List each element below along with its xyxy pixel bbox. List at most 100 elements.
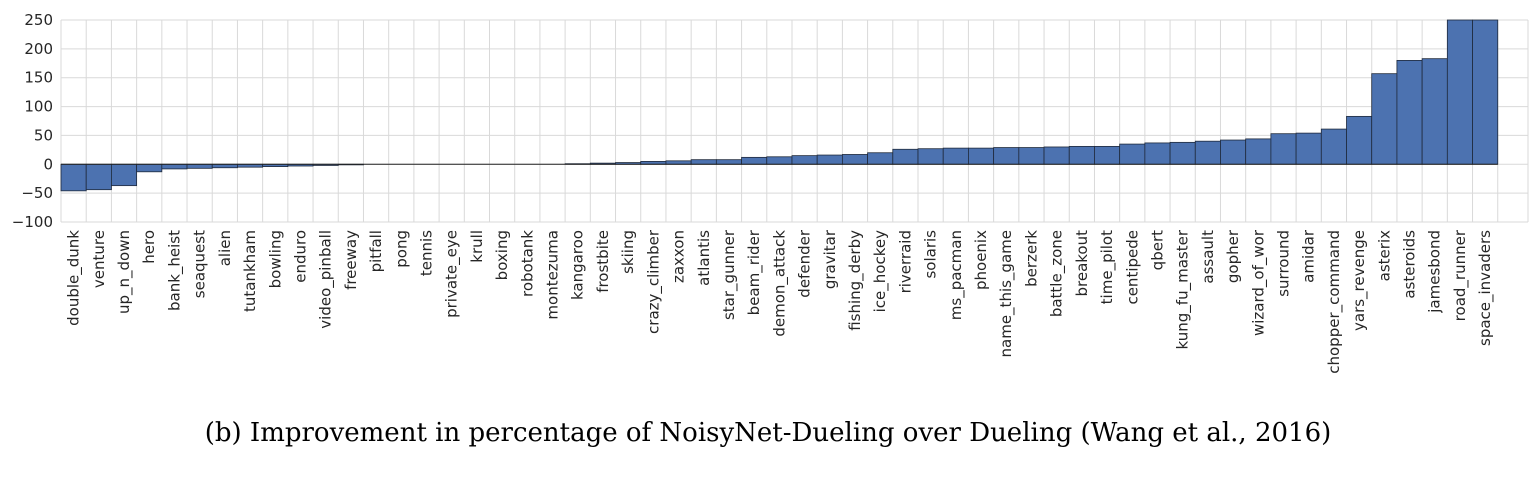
x-tick-label: name_this_game <box>997 230 1016 357</box>
bar-gravitar <box>816 154 843 165</box>
x-tick-label: berzerk <box>1022 230 1040 287</box>
bar-centipede <box>1119 143 1146 165</box>
x-tick-label: atlantis <box>695 230 713 286</box>
bar-bank_heist <box>161 163 188 170</box>
bar-demon_attack <box>766 156 793 165</box>
bar-asterix <box>1371 73 1398 165</box>
bar-time_pilot <box>1094 145 1121 165</box>
x-tick-label: space_invaders <box>1476 230 1495 346</box>
y-tick-label: 150 <box>24 69 53 87</box>
bar-surround <box>1270 133 1297 165</box>
x-tick-label: gravitar <box>821 229 839 289</box>
bar-zaxxon <box>665 160 692 165</box>
x-tick-label: pong <box>392 230 410 268</box>
x-tick-label: ice_hockey <box>871 230 890 312</box>
y-tick-label: 250 <box>24 11 53 29</box>
x-tick-label: centipede <box>1123 230 1141 305</box>
x-tick-label: zaxxon <box>670 230 688 283</box>
x-tick-label: star_gunner <box>720 229 739 320</box>
x-tick-label: bowling <box>266 230 284 288</box>
x-tick-label: enduro <box>291 230 309 283</box>
bar-venture <box>85 163 112 191</box>
bar-battle_zone <box>1043 146 1070 165</box>
bar-chopper_command <box>1320 128 1347 165</box>
x-tick-label: road_runner <box>1451 229 1470 321</box>
bar-alien <box>211 163 238 169</box>
bar-phoenix <box>968 147 995 165</box>
x-axis-tick-labels: double_dunk venture up_n_down hero bank_heis… <box>65 229 1496 374</box>
bar-jamesbond <box>1421 58 1448 165</box>
x-tick-label: up_n_down <box>115 230 134 314</box>
x-tick-label: defender <box>796 229 814 298</box>
x-tick-label: jamesbond <box>1426 230 1444 314</box>
bar-qbert <box>1144 142 1171 165</box>
y-tick-label: 100 <box>24 98 53 116</box>
x-tick-label: robotank <box>518 230 536 297</box>
bar-asteroids <box>1396 60 1423 165</box>
bar-road_runner <box>1446 19 1473 165</box>
y-tick-label: 200 <box>24 40 53 58</box>
x-tick-label: beam_rider <box>745 229 764 315</box>
bar-seaquest <box>186 163 213 169</box>
x-tick-label: qbert <box>1148 230 1166 270</box>
bar-up_n_down <box>111 163 138 187</box>
x-tick-label: bank_heist <box>165 230 184 311</box>
bar-atlantis <box>690 159 717 165</box>
x-tick-label: assault <box>1199 230 1217 284</box>
bar-beam_rider <box>741 156 768 165</box>
x-tick-label: asterix <box>1375 230 1393 281</box>
x-tick-label: video_pinball <box>317 230 336 329</box>
x-tick-label: chopper_command <box>1325 230 1344 374</box>
bar-space_invaders <box>1472 19 1499 165</box>
x-tick-label: yars_revenge <box>1350 230 1369 331</box>
bar-breakout <box>1068 145 1095 165</box>
x-tick-label: alien <box>216 230 234 266</box>
x-tick-label: breakout <box>1073 230 1091 297</box>
x-tick-label: amidar <box>1300 229 1318 283</box>
bar-chart: −100 −50 0 50 100 150 200 250 double_dunk ventur… <box>12 11 1529 374</box>
bar-ms_pacman <box>942 147 969 165</box>
bar-defender <box>791 155 818 165</box>
x-tick-label: riverraid <box>896 230 914 293</box>
bar-riverraid <box>892 148 919 165</box>
bar-amidar <box>1295 132 1322 165</box>
x-tick-label: battle_zone <box>1048 230 1067 317</box>
x-tick-label: crazy_climber <box>644 229 663 334</box>
x-tick-label: skiing <box>619 230 637 274</box>
x-tick-label: solaris <box>922 230 940 279</box>
bar-hero <box>136 163 163 173</box>
bar-name_this_game <box>993 147 1020 165</box>
x-tick-label: private_eye <box>443 230 462 318</box>
bar-assault <box>1194 140 1221 165</box>
x-tick-label: tennis <box>417 230 435 276</box>
x-tick-label: asteroids <box>1401 230 1419 299</box>
x-tick-label: tutankham <box>241 230 259 312</box>
x-tick-label: time_pilot <box>1098 230 1117 304</box>
x-tick-label: freeway <box>342 230 360 290</box>
y-tick-label: 50 <box>34 126 53 144</box>
bar-star_gunner <box>715 159 742 165</box>
x-tick-label: kangaroo <box>569 230 587 300</box>
x-tick-label: pitfall <box>367 230 385 272</box>
x-tick-label: demon_attack <box>770 230 789 337</box>
x-tick-label: wizard_of_wor <box>1249 229 1268 336</box>
y-axis-tick-labels: −100 −50 0 50 100 150 200 250 <box>12 11 53 231</box>
bar-kung_fu_master <box>1169 141 1196 165</box>
bar-gopher <box>1220 139 1247 165</box>
x-tick-label: boxing <box>493 230 511 280</box>
bar-yars_revenge <box>1346 115 1373 165</box>
y-tick-label: −50 <box>21 184 53 202</box>
x-tick-label: phoenix <box>972 230 990 290</box>
figure-caption: (b) Improvement in percentage of NoisyNe… <box>204 418 1332 448</box>
x-tick-label: venture <box>90 230 108 288</box>
x-tick-label: kung_fu_master <box>1174 229 1193 349</box>
bars <box>60 19 1499 192</box>
bar-fishing_derby <box>841 154 868 165</box>
x-tick-label: seaquest <box>191 230 209 298</box>
y-tick-label: 0 <box>43 155 53 173</box>
x-tick-label: montezuma <box>544 230 562 320</box>
y-tick-label: −100 <box>12 213 53 231</box>
bar-wizard_of_wor <box>1245 138 1272 165</box>
bar-double_dunk <box>60 163 87 192</box>
x-tick-label: ms_pacman <box>947 230 966 320</box>
